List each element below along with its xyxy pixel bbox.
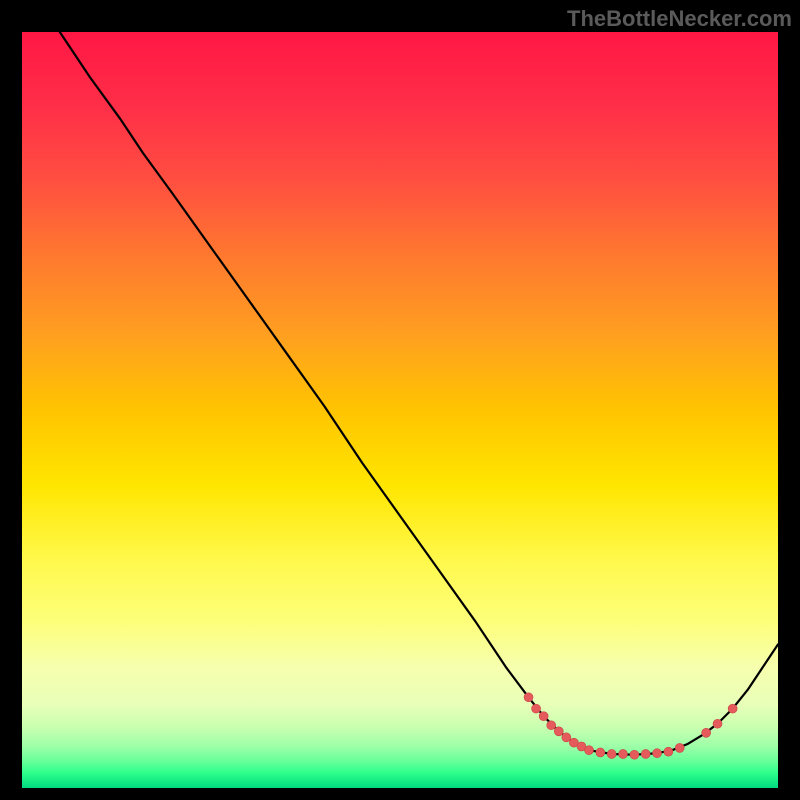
- watermark-text: TheBottleNecker.com: [567, 6, 792, 32]
- marker-point: [702, 728, 711, 737]
- plot-area: [22, 32, 778, 788]
- marker-point: [562, 733, 571, 742]
- marker-point: [539, 712, 548, 721]
- marker-point: [619, 749, 628, 758]
- curve-markers: [22, 32, 778, 788]
- marker-point: [630, 750, 639, 759]
- marker-point: [547, 721, 556, 730]
- marker-point: [675, 743, 684, 752]
- marker-point: [653, 749, 662, 758]
- marker-point: [585, 746, 594, 755]
- chart-container: TheBottleNecker.com: [0, 0, 800, 800]
- marker-point: [607, 749, 616, 758]
- marker-point: [596, 748, 605, 757]
- marker-point: [554, 727, 563, 736]
- marker-point: [641, 749, 650, 758]
- marker-point: [532, 704, 541, 713]
- marker-point: [664, 747, 673, 756]
- marker-point: [728, 704, 737, 713]
- marker-point: [524, 693, 533, 702]
- marker-point: [713, 719, 722, 728]
